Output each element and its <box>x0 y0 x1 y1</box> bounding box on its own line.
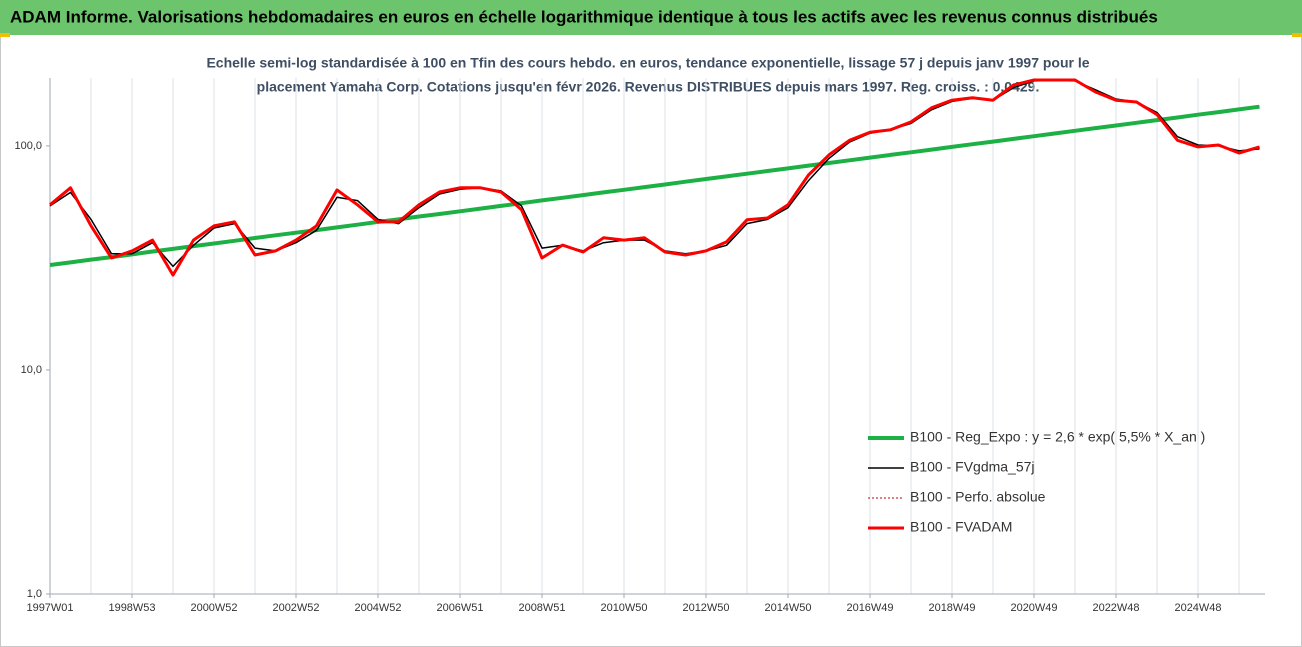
x-tick-label: 2014W50 <box>764 602 811 614</box>
chart-subtitle: placement Yamaha Corp. Cotations jusqu'e… <box>257 79 1040 95</box>
x-tick-label: 2002W52 <box>272 602 319 614</box>
title-bar <box>0 0 1302 35</box>
chart-subtitle: Echelle semi-log standardisée à 100 en T… <box>206 55 1089 71</box>
series-line <box>49 104 1260 267</box>
x-tick-label: 2016W49 <box>846 602 893 614</box>
corner-mark <box>0 33 10 37</box>
y-tick-label: 1,0 <box>27 588 42 600</box>
legend-label: B100 - Reg_Expo : y = 2,6 * exp( 5,5% * … <box>910 429 1205 445</box>
x-tick-label: 1997W01 <box>26 602 73 614</box>
legend-label: B100 - Perfo. absolue <box>910 489 1046 505</box>
legend-label: B100 - FVADAM <box>910 519 1012 535</box>
x-tick-label: 2012W50 <box>682 602 729 614</box>
y-tick-label: 100,0 <box>14 140 42 152</box>
x-tick-label: 2020W49 <box>1010 602 1057 614</box>
x-tick-label: 2022W48 <box>1092 602 1139 614</box>
x-tick-label: 2006W51 <box>436 602 483 614</box>
x-tick-label: 2008W51 <box>518 602 565 614</box>
x-tick-label: 2000W52 <box>190 602 237 614</box>
x-tick-label: 2004W52 <box>354 602 401 614</box>
x-tick-label: 2018W49 <box>928 602 975 614</box>
legend-label: B100 - FVgdma_57j <box>910 459 1035 475</box>
corner-mark <box>1292 33 1302 37</box>
x-tick-label: 2024W48 <box>1174 602 1221 614</box>
y-tick-label: 10,0 <box>21 364 42 376</box>
x-tick-label: 1998W53 <box>108 602 155 614</box>
chart-title: ADAM Informe. Valorisations hebdomadaire… <box>10 7 1158 26</box>
series-line <box>49 78 1260 277</box>
x-tick-label: 2010W50 <box>600 602 647 614</box>
